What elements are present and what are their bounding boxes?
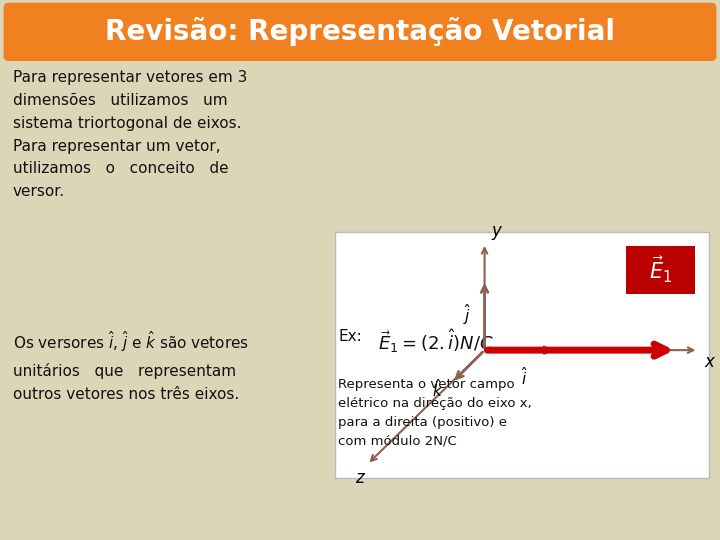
Text: $\vec{E}_1 = (2.\hat{i})N/C$: $\vec{E}_1 = (2.\hat{i})N/C$ (378, 327, 494, 355)
Text: $\hat{i}$: $\hat{i}$ (521, 366, 528, 388)
Text: Para representar vetores em 3
dimensões   utilizamos   um
sistema triortogonal d: Para representar vetores em 3 dimensões … (13, 70, 248, 199)
Text: Ex:: Ex: (338, 329, 362, 345)
Text: x: x (704, 353, 714, 371)
Text: y: y (492, 222, 502, 240)
Bar (335, 232, 709, 478)
FancyBboxPatch shape (4, 3, 716, 61)
Text: $\vec{E}_1$: $\vec{E}_1$ (649, 255, 672, 285)
Text: $\hat{k}$: $\hat{k}$ (432, 379, 444, 400)
Text: Revisão: Representação Vetorial: Revisão: Representação Vetorial (105, 17, 615, 46)
Text: $\hat{j}$: $\hat{j}$ (463, 302, 472, 327)
Text: z: z (355, 469, 364, 487)
Text: Representa o vetor campo
elétrico na direção do eixo x,
para a direita (positivo: Representa o vetor campo elétrico na dir… (338, 378, 532, 448)
Text: Os versores $\hat{i}$, $\hat{j}$ e $\hat{k}$ são vetores
unitários   que   repre: Os versores $\hat{i}$, $\hat{j}$ e $\hat… (13, 329, 249, 402)
Bar (626, 246, 695, 294)
